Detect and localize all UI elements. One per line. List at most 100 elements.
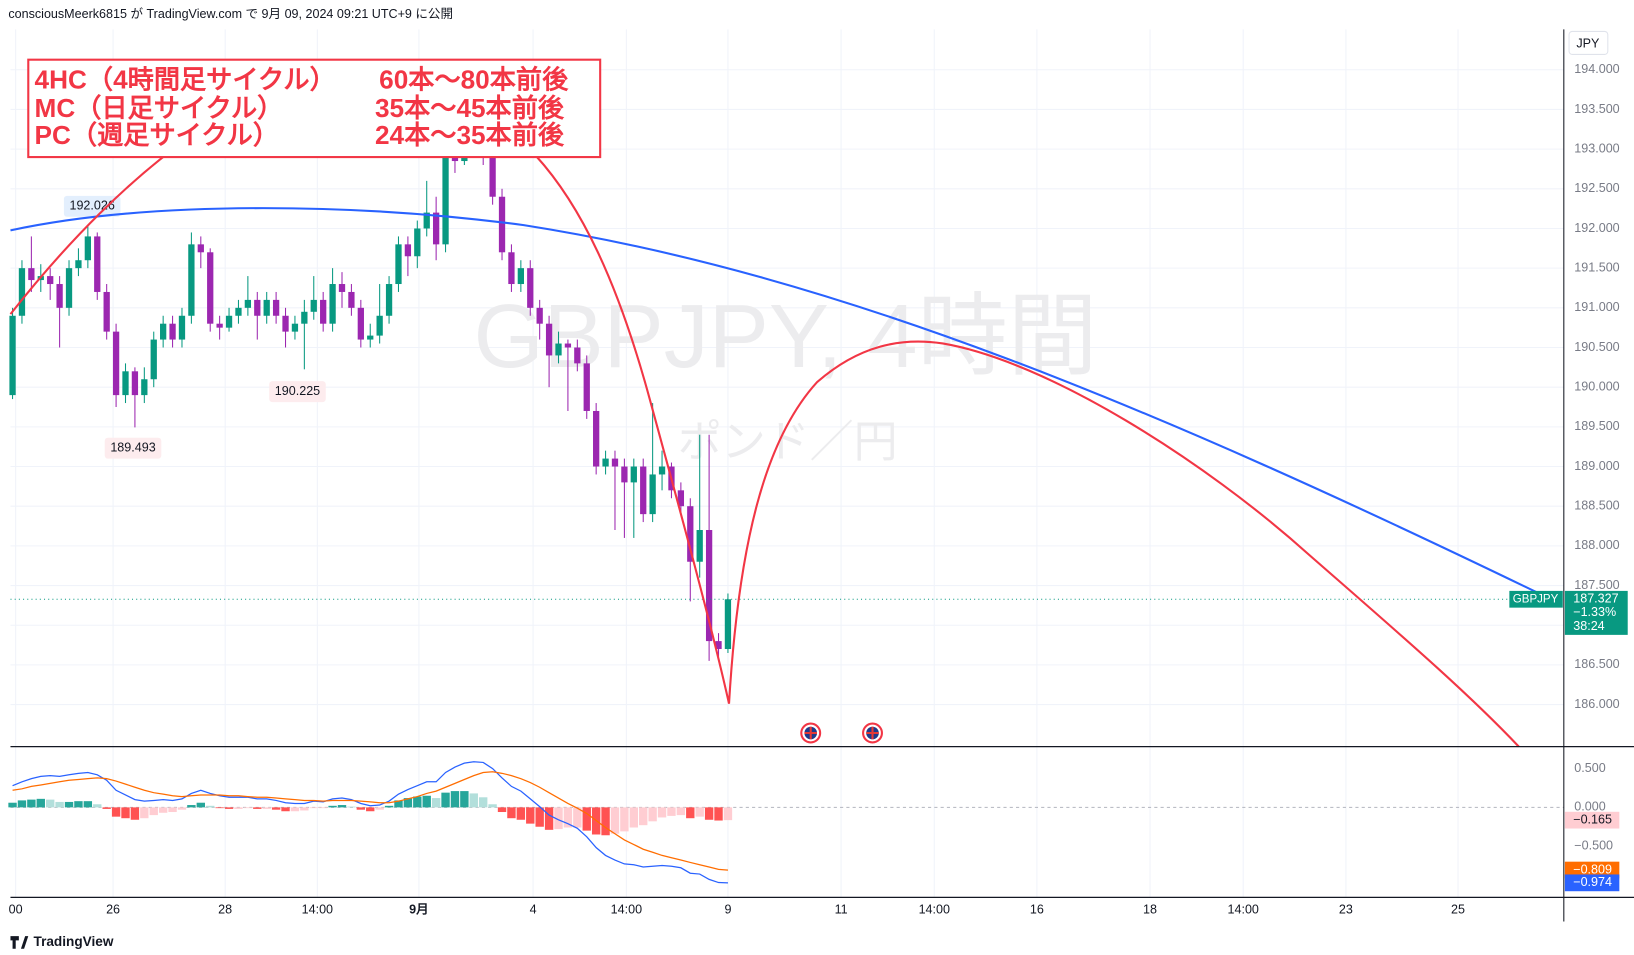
candle-body <box>432 212 440 245</box>
macd-histogram-bar <box>563 807 573 828</box>
candle-body <box>404 244 412 257</box>
macd-histogram-bar <box>657 807 667 818</box>
macd-histogram-bar <box>544 807 554 830</box>
last-price-box <box>1564 590 1628 635</box>
candle-body <box>442 149 449 245</box>
macd-histogram-bar <box>507 807 516 819</box>
candle-body <box>56 284 63 308</box>
candle-body <box>696 529 703 562</box>
candle-body <box>517 268 524 285</box>
x-tick-label: 00 <box>9 902 23 916</box>
symbol-tag-bg <box>1509 590 1563 608</box>
x-tick-label: 4 <box>530 902 537 916</box>
macd-histogram-bar <box>488 804 497 808</box>
macd-histogram-bar <box>130 807 140 820</box>
candle-body <box>687 506 694 562</box>
y-tick-label: 0.500 <box>1574 761 1605 775</box>
candle-body <box>423 212 430 229</box>
macd-histogram-bar <box>46 799 55 808</box>
macd-histogram-bar <box>394 800 403 808</box>
macd-histogram-bar <box>234 807 243 809</box>
candle-body <box>216 323 223 328</box>
price-tag-bg <box>269 381 326 403</box>
y-tick-label: 190.000 <box>1574 379 1619 393</box>
macd-histogram-bar <box>413 796 422 808</box>
footer-brand: TradingView <box>34 934 114 949</box>
macd-histogram-bar <box>300 807 309 811</box>
macd-histogram-bar <box>676 807 686 816</box>
candle-body <box>536 307 543 324</box>
candle-body <box>301 311 308 324</box>
histogram-label-bg <box>1564 811 1620 829</box>
candle-body <box>141 379 148 396</box>
candle-body <box>112 331 120 396</box>
macd-histogram-bar <box>83 801 93 808</box>
candle-body <box>564 343 572 348</box>
candle-body <box>47 276 54 285</box>
macd-histogram-bar <box>686 807 695 819</box>
macd-histogram-bar <box>422 795 431 808</box>
macd-histogram-bar <box>620 807 629 832</box>
macd-histogram-bar <box>347 806 356 808</box>
event-flag-cross <box>866 726 879 740</box>
y-tick-label: 192.000 <box>1574 221 1619 235</box>
macd-histogram-bar <box>140 807 149 819</box>
macd-histogram-bar <box>271 807 281 810</box>
candle-body <box>329 284 336 324</box>
macd-histogram-bar <box>168 807 177 813</box>
macd-histogram-bar <box>64 801 74 808</box>
macd-histogram-bar <box>8 802 17 808</box>
annotation-text: 60本〜80本前後 <box>379 65 569 95</box>
candle-body <box>508 252 515 285</box>
macd-histogram-bar <box>601 807 610 836</box>
candle-body <box>630 466 637 483</box>
footer-logo: TradingView <box>10 934 114 949</box>
macd-histogram-bar <box>74 801 83 808</box>
x-tick-label: 9月 <box>409 902 429 916</box>
y-tick-label: 193.500 <box>1574 102 1619 116</box>
macd-histogram-bar <box>497 807 507 813</box>
candle-body <box>150 339 157 380</box>
annotation-text: 35本〜45本前後 <box>375 93 565 123</box>
y-tick-label: 191.500 <box>1574 260 1619 274</box>
x-tick-label: 14:00 <box>1228 902 1259 916</box>
candle-body <box>282 315 289 332</box>
candle-body <box>254 299 261 316</box>
macd-histogram-bar <box>309 807 318 809</box>
publish-header: consciousMeerk6815 が TradingView.com で 9… <box>8 7 453 21</box>
macd-histogram-bar <box>535 807 544 827</box>
candle-body <box>621 466 628 483</box>
macd-histogram-bar <box>253 807 262 809</box>
candle-body <box>131 371 139 396</box>
y-tick-label: 193.000 <box>1574 141 1619 155</box>
macd-histogram-bar <box>262 807 271 809</box>
x-tick-label: 14:00 <box>302 902 333 916</box>
currency-button[interactable] <box>1568 30 1609 55</box>
x-tick-label: 23 <box>1339 902 1353 916</box>
candle-body <box>715 641 722 650</box>
macd-histogram-bar <box>111 807 121 817</box>
candle-body <box>489 149 496 197</box>
macd-histogram-bar <box>667 807 676 816</box>
histogram-value-label: −0.165 <box>1573 812 1612 826</box>
candle-body <box>272 299 280 316</box>
annotation-frame <box>27 58 602 159</box>
candle-body <box>310 299 317 312</box>
annotation-text: 24本〜35本前後 <box>375 120 565 150</box>
y-tick-label: 0.000 <box>1574 800 1605 814</box>
countdown: 38:24 <box>1573 619 1604 633</box>
candle-body <box>705 529 713 642</box>
candle-body <box>207 252 214 324</box>
event-flag-cross <box>804 726 817 740</box>
candle-body <box>28 268 35 281</box>
macd-histogram-bar <box>224 807 234 809</box>
candle-body <box>122 371 129 396</box>
x-tick-label: 25 <box>1451 902 1465 916</box>
y-tick-label: 189.500 <box>1574 419 1619 433</box>
event-flags[interactable] <box>800 722 883 744</box>
x-tick-label: 26 <box>106 902 120 916</box>
macd-histogram-bar <box>328 805 337 808</box>
candle-body <box>357 307 364 340</box>
macd-histogram-bar <box>704 807 714 820</box>
